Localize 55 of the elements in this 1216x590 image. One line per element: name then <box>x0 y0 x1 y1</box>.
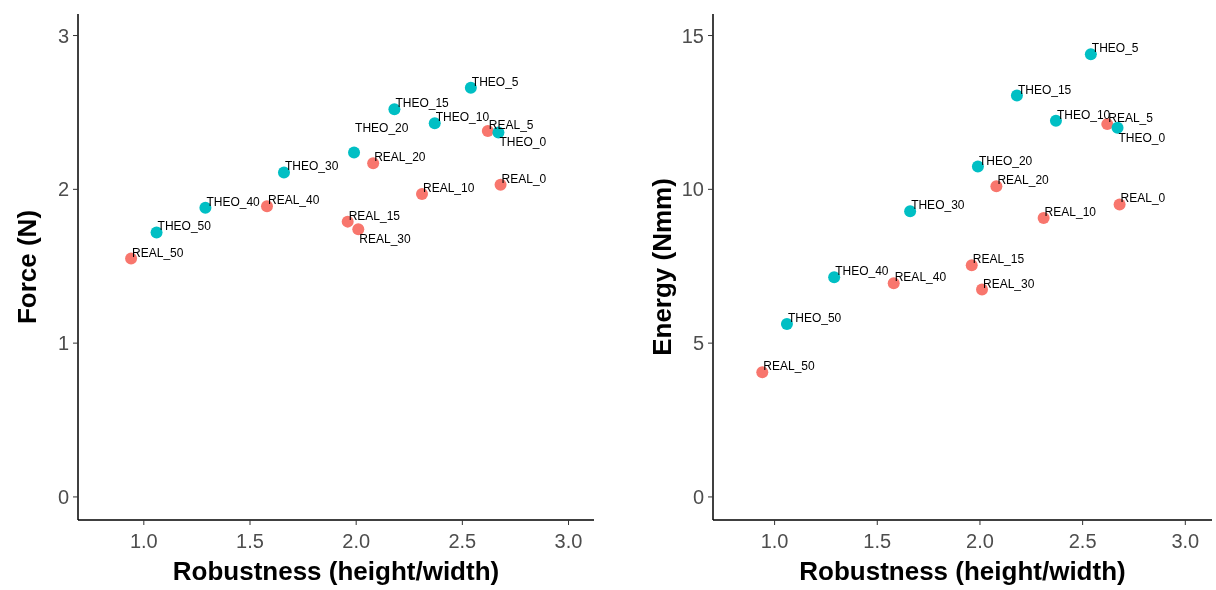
y-tick-label: 0 <box>692 485 704 508</box>
annotation: THEO_20 <box>978 153 1033 168</box>
annotation: REAL_15 <box>348 208 401 223</box>
y-tick-label: 5 <box>692 332 704 355</box>
x-tick-label: 3.0 <box>1171 530 1200 552</box>
y-tick-label: 10 <box>681 178 704 201</box>
y-tick-label: 1 <box>57 332 69 355</box>
annotation: THEO_15 <box>1017 82 1072 97</box>
x-tick-label: 2.5 <box>1068 530 1097 552</box>
y-tick-label: 3 <box>57 24 69 47</box>
x-tick-label: 1.0 <box>760 530 789 552</box>
annotation: REAL_30 <box>359 232 411 247</box>
x-tick-label: 2.0 <box>342 530 371 552</box>
x-tick-label: 2.0 <box>966 530 994 552</box>
annotation: REAL_40 <box>267 193 320 208</box>
annotation: REAL_50 <box>763 359 815 374</box>
annotation: THEO_5 <box>471 74 519 89</box>
x-tick-label: 3.0 <box>554 530 583 552</box>
point <box>352 223 365 236</box>
x-tick-label: 2.5 <box>448 530 477 552</box>
annotation: REAL_10 <box>423 180 475 195</box>
annotation: THEO_50 <box>787 311 842 326</box>
annotation: THEO_10 <box>435 110 490 125</box>
annotation: REAL_15 <box>972 252 1025 267</box>
point <box>348 146 361 159</box>
x-tick-label: 1.5 <box>236 530 264 552</box>
annotation: REAL_0 <box>1120 191 1166 206</box>
annotation: REAL_20 <box>374 150 426 165</box>
annotation: REAL_0 <box>501 171 547 186</box>
annotation: THEO_40 <box>206 194 261 209</box>
y-tick-label: 2 <box>57 178 69 201</box>
x-tick-label: 1.5 <box>863 530 892 552</box>
x-axis-title: Robustness (height/width) <box>799 556 1126 586</box>
annotation: THEO_10 <box>1056 107 1111 122</box>
y-tick-label: 15 <box>681 24 704 47</box>
annotation: REAL_40 <box>894 270 947 285</box>
annotation: THEO_40 <box>835 264 889 279</box>
annotation: THEO_50 <box>157 219 212 234</box>
annotation: REAL_20 <box>997 173 1050 188</box>
y-tick-label: 0 <box>57 485 69 508</box>
annotation: THEO_0 <box>1118 130 1166 145</box>
x-axis-title: Robustness (height/width) <box>172 556 500 586</box>
y-axis-title: Force (N) <box>12 209 42 325</box>
annotation: THEO_30 <box>911 198 965 213</box>
annotation: THEO_15 <box>395 96 450 111</box>
annotation: REAL_5 <box>488 117 534 132</box>
x-tick-label: 1.0 <box>129 530 158 552</box>
annotation: THEO_30 <box>284 159 339 174</box>
annotation: REAL_10 <box>1044 204 1097 219</box>
annotation: REAL_50 <box>132 245 184 260</box>
annotation: THEO_5 <box>1091 41 1139 56</box>
annotation: THEO_0 <box>499 135 547 150</box>
annotation: REAL_30 <box>983 276 1035 291</box>
annotation: THEO_20 <box>355 121 409 136</box>
y-axis-title: Energy (Nmm) <box>647 178 677 356</box>
